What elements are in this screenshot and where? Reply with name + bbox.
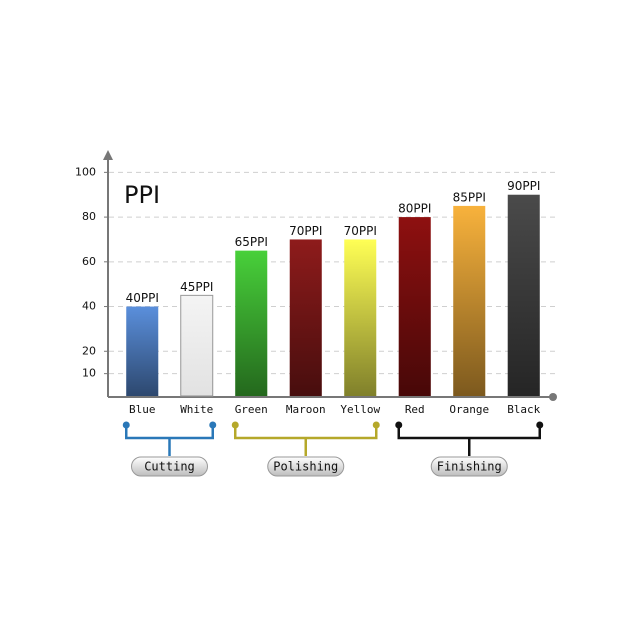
- bar-shade: [289, 239, 322, 396]
- bracket-end: [231, 421, 239, 429]
- x-tick-label: Blue: [129, 403, 156, 416]
- value-label: 65PPI: [235, 235, 268, 249]
- y-tick-label: 40: [82, 300, 96, 313]
- group-bracket: [397, 425, 541, 456]
- group-label: Cutting: [144, 460, 195, 474]
- x-tick-label: Red: [405, 403, 425, 416]
- group-pill: [267, 456, 345, 477]
- y-tick-label: 60: [82, 255, 96, 268]
- value-label: 40PPI: [126, 291, 159, 305]
- value-label: 70PPI: [344, 224, 377, 238]
- group-bracket: [234, 425, 378, 456]
- bar-shade: [507, 194, 540, 396]
- bracket-end: [122, 421, 130, 429]
- bar-shade: [126, 306, 159, 396]
- y-tick-label: 20: [82, 344, 96, 357]
- y-tick-label: 10: [82, 367, 96, 380]
- bar-shade: [344, 239, 377, 396]
- bar-shade: [453, 205, 486, 396]
- group-label: Polishing: [273, 460, 338, 474]
- bracket-end: [372, 421, 380, 429]
- bracket-end: [536, 421, 544, 429]
- x-tick-label: Green: [235, 403, 268, 416]
- group-label: Finishing: [437, 460, 502, 474]
- group-bracket: [125, 425, 214, 456]
- chart-title: PPI: [124, 181, 160, 209]
- y-tick-label: 100: [75, 165, 96, 178]
- x-tick-label: White: [180, 403, 213, 416]
- value-label: 80PPI: [398, 202, 431, 216]
- value-label: 85PPI: [453, 190, 486, 204]
- x-tick-label: Maroon: [286, 403, 326, 416]
- bar-shade: [398, 217, 431, 396]
- value-label: 70PPI: [289, 224, 322, 238]
- group-pill: [430, 456, 508, 477]
- y-axis-arrow: [103, 150, 113, 160]
- x-tick-label: Black: [507, 403, 540, 416]
- bar-shade: [180, 295, 213, 396]
- value-label: 90PPI: [507, 179, 540, 193]
- x-tick-label: Yellow: [340, 403, 380, 416]
- group-pill: [131, 456, 208, 477]
- bracket-end: [395, 421, 403, 429]
- x-axis-end: [549, 393, 557, 401]
- bracket-end: [209, 421, 217, 429]
- value-label: 45PPI: [180, 280, 213, 294]
- y-tick-label: 80: [82, 210, 96, 223]
- bar-shade: [235, 250, 268, 396]
- x-tick-label: Orange: [449, 403, 489, 416]
